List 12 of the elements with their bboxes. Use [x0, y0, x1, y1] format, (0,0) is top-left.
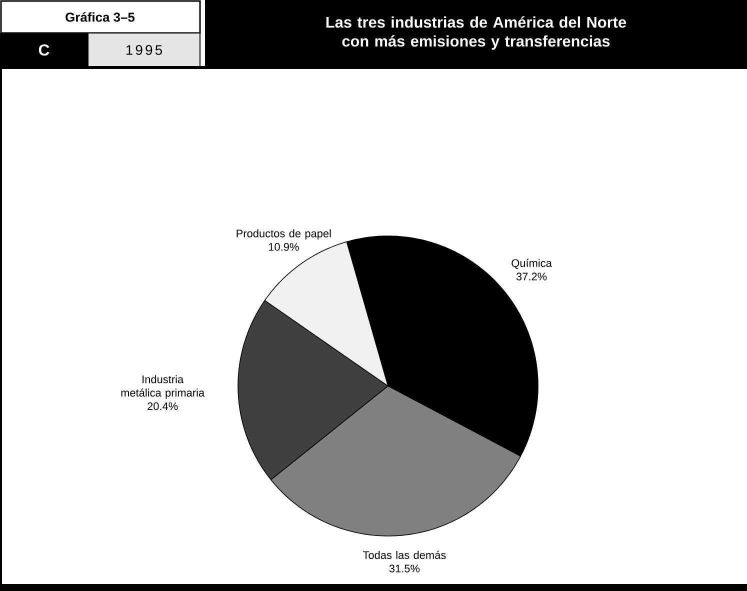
slice-label: Química	[512, 258, 552, 269]
data-label: 37.2%	[516, 272, 547, 280]
text: Gráfica 3–5	[66, 12, 135, 22]
slice-label: Todas las demás	[362, 550, 446, 559]
text: 1995	[126, 45, 162, 55]
data-label: 10.9%	[268, 243, 299, 251]
chart-title: Las tres industrias de América del Norte con más emisiones y transferencias	[326, 16, 626, 50]
slice-label: Industria metálica primaria	[121, 375, 205, 399]
slice-label: Productos de papel	[236, 229, 331, 240]
data-label: 31.5%	[389, 564, 420, 572]
text: C	[38, 44, 50, 56]
data-label: 20.4%	[148, 402, 178, 410]
